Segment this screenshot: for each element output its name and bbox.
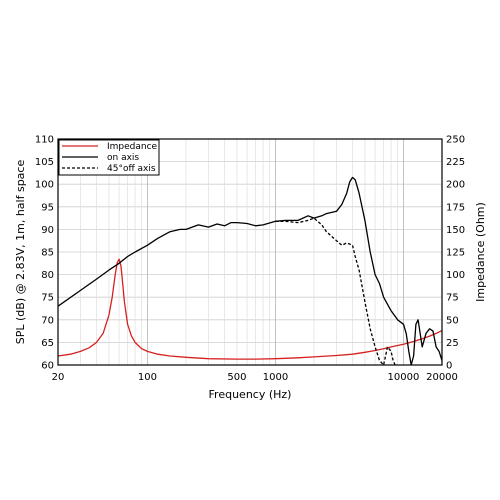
- y-right-tick-label: 250: [446, 135, 465, 146]
- y-left-tick-label: 60: [41, 361, 54, 372]
- y-right-tick-label: 100: [446, 270, 465, 281]
- y-right-tick-label: 225: [446, 157, 465, 168]
- y-right-tick-label: 25: [446, 338, 459, 349]
- y-right-tick-label: 0: [446, 361, 452, 372]
- y-left-tick-label: 95: [41, 202, 54, 213]
- y-right-tick-label: 175: [446, 202, 465, 213]
- legend-label-impedance: Impedance: [107, 142, 158, 152]
- legend: Impedance on axis 45°off axis: [58, 139, 160, 176]
- x-axis-title: Frequency (Hz): [209, 388, 292, 401]
- y-left-tick-label: 80: [41, 270, 54, 281]
- off-axis-line: [275, 217, 398, 366]
- x-tick-label: 1000: [263, 372, 288, 383]
- legend-label-on-axis: on axis: [107, 153, 139, 163]
- y-left-tick-label: 110: [35, 135, 54, 146]
- y-left-tick-label: 105: [35, 157, 54, 168]
- y-right-tick-label: 200: [446, 180, 465, 191]
- x-tick-label: 10000: [388, 372, 420, 383]
- y-axis-right-title: Impedance (Ohm): [474, 202, 487, 302]
- series-lines: [57, 176, 443, 366]
- right-y-ticks: 0 25 50 75 100 125 150 175 200 225 250: [446, 135, 465, 372]
- y-left-tick-label: 90: [41, 225, 54, 236]
- x-ticks: 20 100 500 1000 10000 20000: [52, 372, 458, 383]
- x-tick-label: 500: [227, 372, 246, 383]
- y-right-tick-label: 50: [446, 315, 459, 326]
- left-y-ticks: 60 65 70 75 80 85 90 95 100 105 110: [35, 135, 54, 372]
- y-right-tick-label: 125: [446, 248, 465, 259]
- y-left-tick-label: 70: [41, 315, 54, 326]
- y-left-tick-label: 100: [35, 180, 54, 191]
- x-tick-label: 100: [138, 372, 157, 383]
- y-right-tick-label: 150: [446, 225, 465, 236]
- x-tick-label: 20: [52, 372, 65, 383]
- y-axis-left-title: SPL (dB) @ 2.83V, 1m, half space: [14, 160, 27, 345]
- on-axis-line: [57, 176, 443, 366]
- y-left-tick-label: 75: [41, 293, 54, 304]
- y-left-tick-label: 85: [41, 248, 54, 259]
- plot-frame: [57, 138, 443, 366]
- y-left-tick-label: 65: [41, 338, 54, 349]
- x-tick-label: 20000: [426, 372, 458, 383]
- y-right-tick-label: 75: [446, 293, 459, 304]
- legend-label-off-axis: 45°off axis: [107, 164, 156, 174]
